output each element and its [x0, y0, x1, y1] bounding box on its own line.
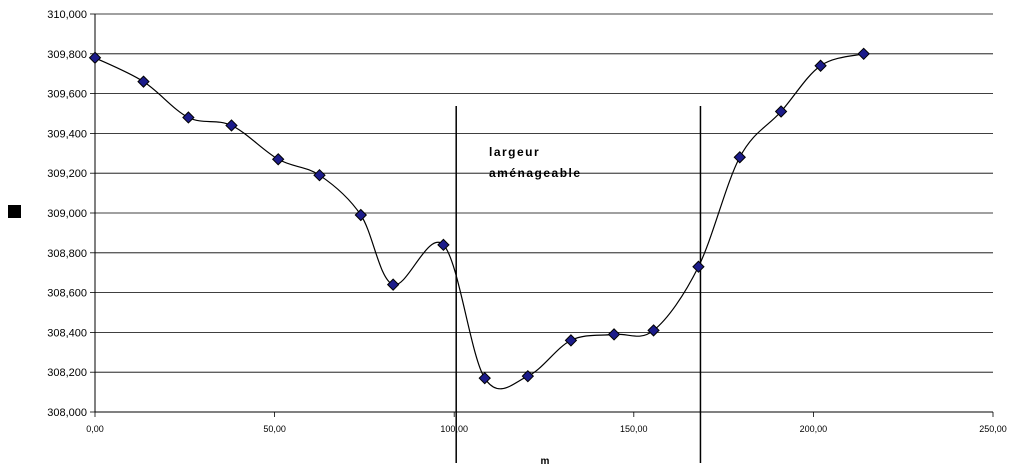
y-ticks: 308,000 308,200 308,400 308,600 308,800 309,0…	[47, 9, 95, 419]
data-point-5	[313, 168, 326, 182]
data-point-10	[521, 369, 535, 383]
x-axis-title: m	[541, 456, 550, 467]
data-point-3	[225, 119, 238, 132]
markers	[88, 47, 870, 385]
y-tick-label-5: 309,000	[47, 208, 87, 220]
x-tick-label-5: 250,00	[979, 424, 1007, 434]
legend-swatch	[8, 205, 21, 218]
data-point-1	[137, 75, 150, 88]
x-tick-label-1: 50,00	[263, 424, 286, 434]
data-point-17	[814, 59, 827, 72]
x-tick-label-4: 200,00	[800, 424, 828, 434]
y-tick-label-6: 309,200	[47, 168, 87, 180]
x-ticks: 0,00 50,00 100,00 150,00 200,00 250,00	[86, 412, 1007, 434]
data-point-9	[478, 371, 491, 385]
series-line	[94, 53, 864, 390]
y-tick-label-9: 309,800	[47, 49, 87, 61]
grid	[95, 13, 993, 413]
data-point-6	[354, 208, 368, 222]
data-point-13	[647, 324, 660, 337]
y-tick-label-3: 308,600	[47, 288, 87, 300]
data-point-8	[437, 238, 450, 252]
y-tick-label-0: 308,000	[47, 407, 87, 419]
x-tick-label-3: 150,00	[620, 424, 648, 434]
annotation-line-2: aménageable	[489, 166, 582, 180]
data-point-7	[386, 278, 400, 291]
y-tick-label-4: 308,800	[47, 248, 87, 260]
y-tick-label-7: 309,400	[47, 128, 87, 140]
data-point-16	[774, 105, 788, 118]
data-point-14	[692, 260, 705, 273]
data-point-12	[607, 328, 621, 341]
annotation-line-1: largeur	[489, 145, 540, 159]
y-tick-label-10: 310,000	[47, 9, 87, 21]
y-tick-label-8: 309,600	[47, 89, 87, 101]
y-tick-label-1: 308,200	[47, 367, 87, 379]
data-point-18	[857, 47, 870, 61]
data-point-15	[733, 151, 746, 164]
x-tick-label-2: 100,00	[440, 424, 468, 434]
data-point-4	[271, 153, 285, 166]
x-tick-label-0: 0,00	[86, 424, 104, 434]
vertical-lines	[455, 106, 702, 463]
data-point-2	[182, 111, 195, 124]
y-tick-label-2: 308,400	[47, 327, 87, 339]
data-point-11	[564, 334, 578, 347]
data-point-0	[88, 51, 102, 64]
